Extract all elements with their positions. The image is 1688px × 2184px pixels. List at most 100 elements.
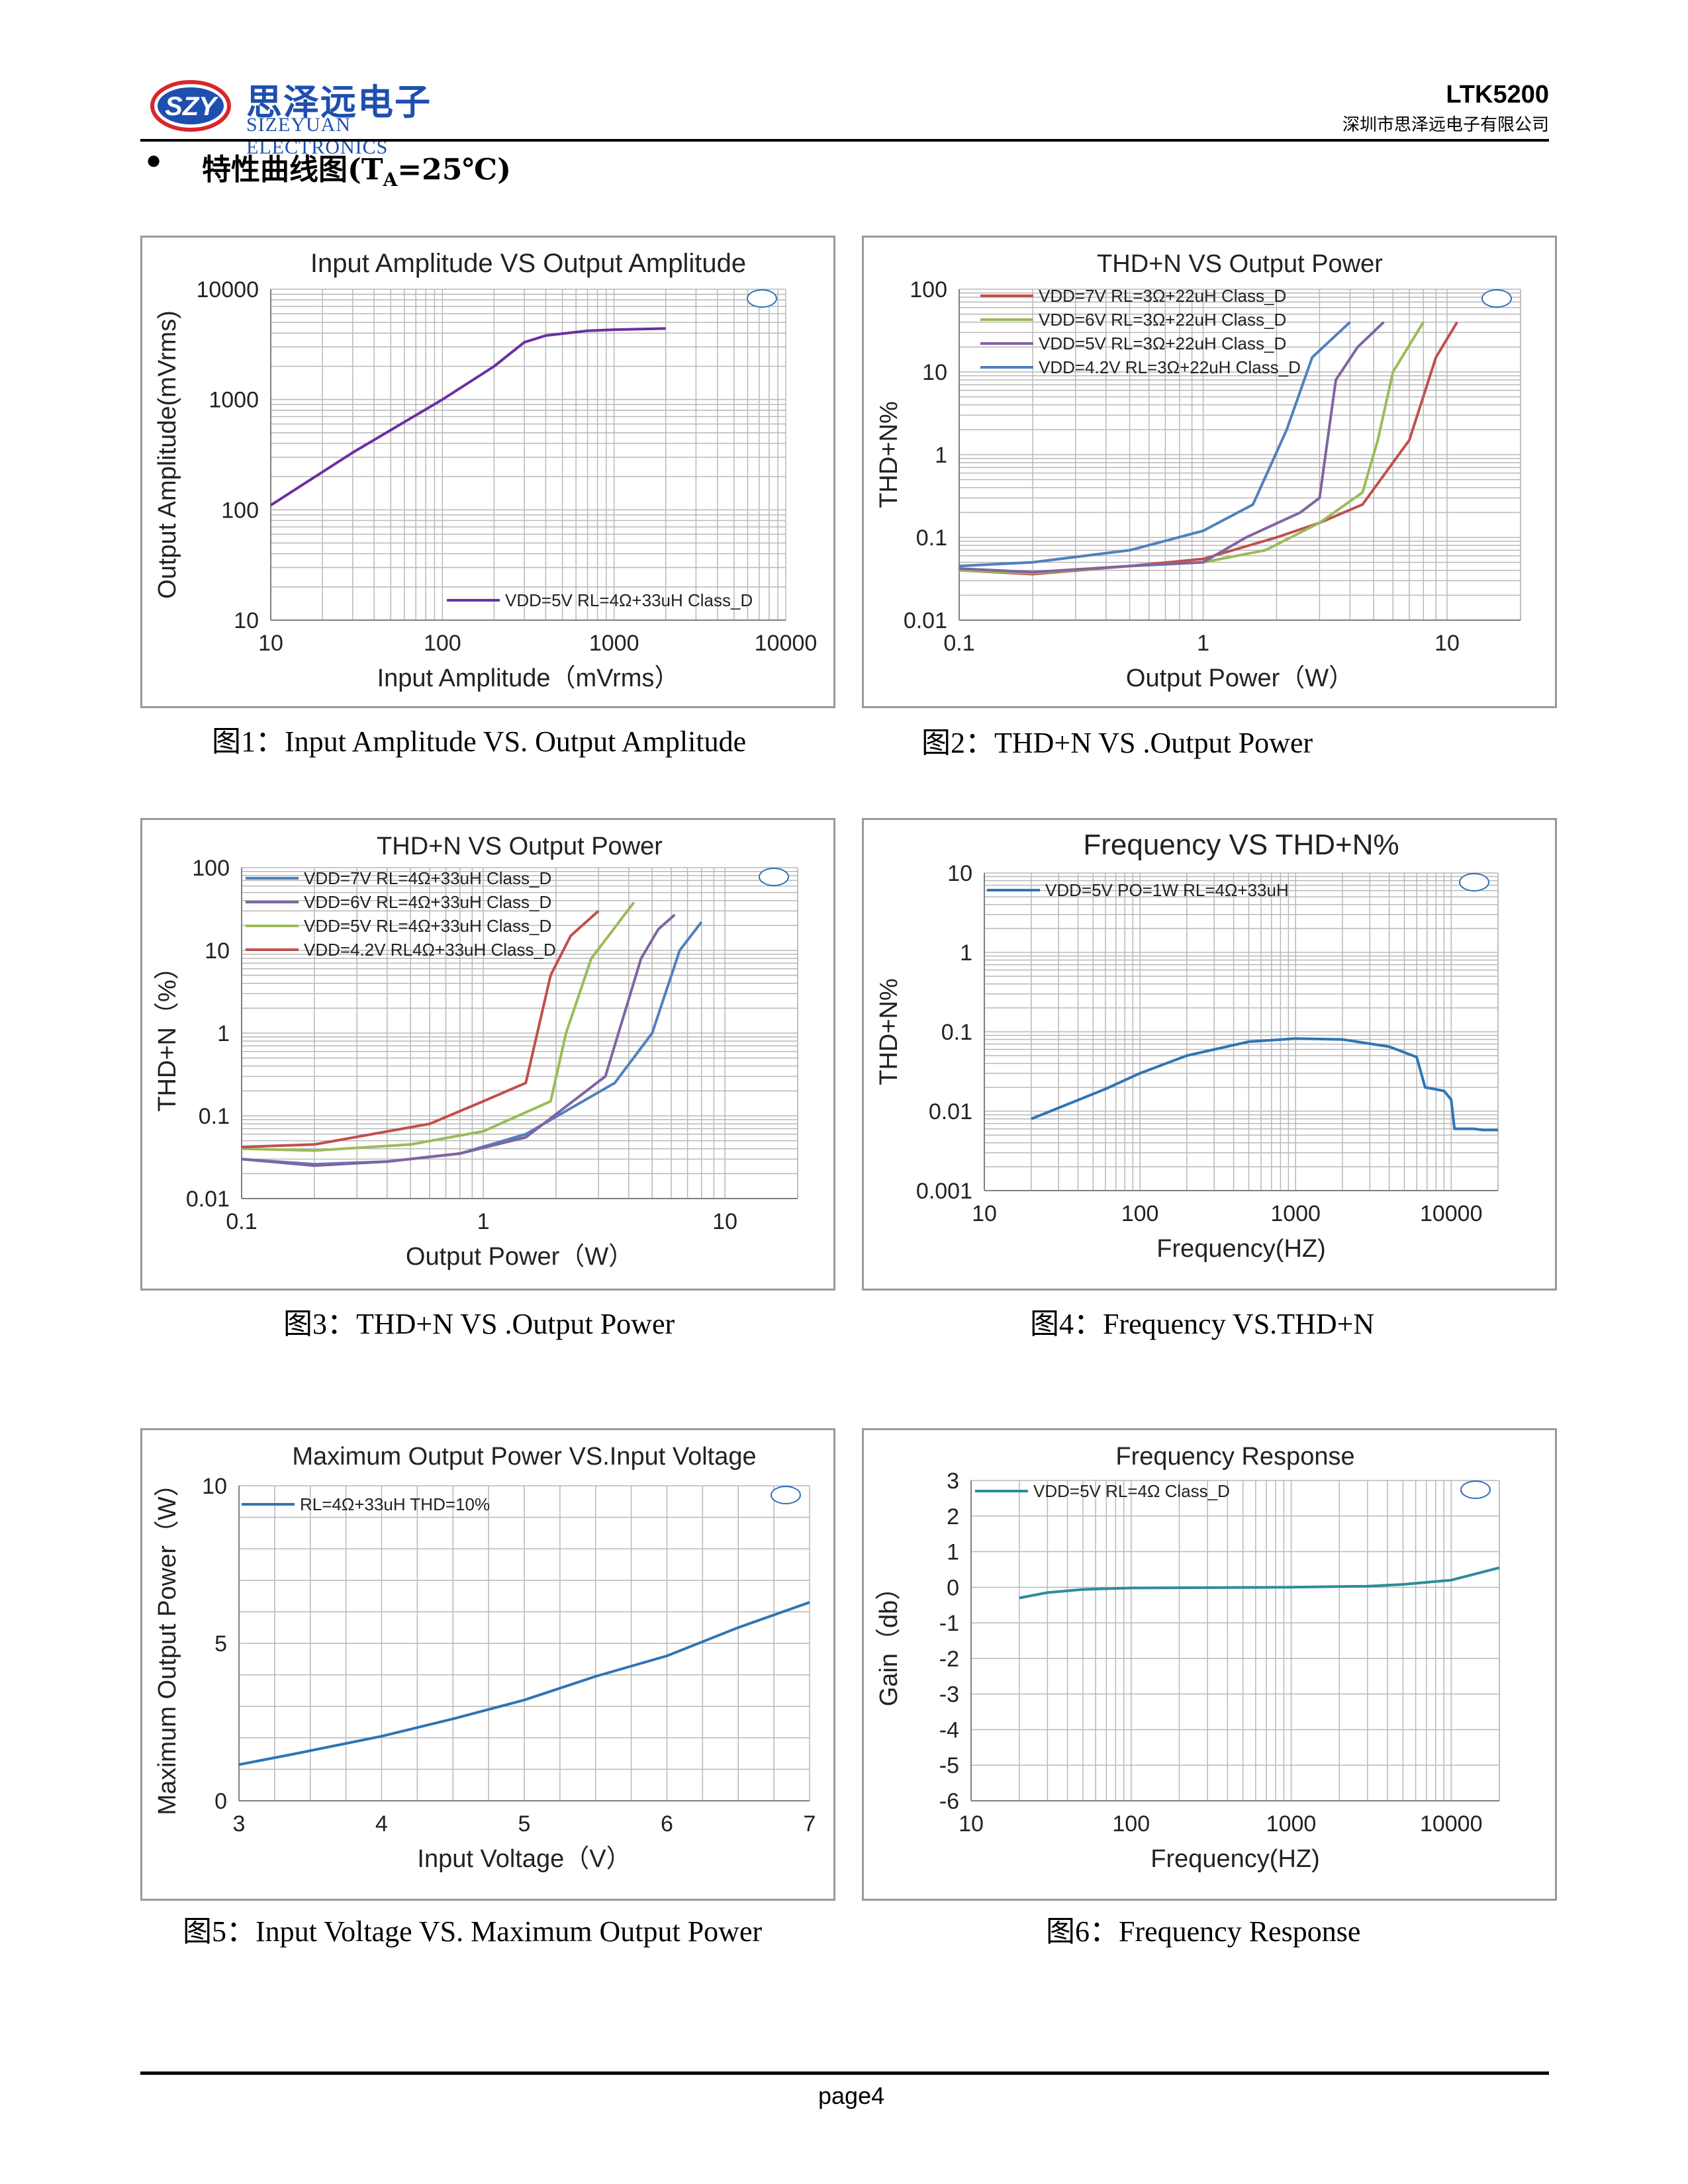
y-axis-label: Maximum Output Power（W） [154, 1471, 181, 1815]
y-tick-label: -3 [939, 1682, 959, 1707]
y-tick-label: 2 [947, 1504, 959, 1529]
bullet: ● [146, 145, 162, 175]
caption-figure-5: 图5：Input Voltage VS. Maximum Output Powe… [183, 1915, 763, 1948]
x-tick-label: 0.1 [226, 1209, 257, 1234]
x-axis-label: Input Amplitude（mVrms） [377, 664, 680, 692]
section-title-sub: A [383, 168, 398, 191]
x-axis-label: Frequency(HZ) [1156, 1235, 1326, 1263]
legend-entry: VDD=5V RL=3Ω+22uH Class_D [1039, 334, 1286, 353]
y-tick-label: 0.001 [916, 1179, 972, 1204]
y-tick-label: 0.01 [186, 1187, 230, 1212]
y-axis-label: THD+N% [875, 401, 903, 508]
grid [270, 289, 786, 621]
logo-mark-text: SZY [165, 92, 218, 121]
y-tick-label: 0.01 [904, 608, 947, 633]
y-axis-label: Gain（db） [875, 1575, 903, 1707]
x-tick-label: 10000 [1420, 1811, 1483, 1837]
x-tick-label: 1 [477, 1209, 490, 1234]
caption-figure-1: 图1：Input Amplitude VS. Output Amplitude [212, 725, 747, 758]
x-axis-label: Input Voltage（V） [417, 1845, 631, 1873]
series-line [241, 901, 635, 1152]
x-tick-label: 5 [518, 1811, 531, 1837]
x-tick-label: 10 [972, 1201, 997, 1226]
chart-6-frame: 10 100 1000 10000 -6 -5 -4 -3 -2 -1 0 1 2 3 Frequency … [862, 1428, 1557, 1901]
legend-entry: VDD=7V RL=3Ω+22uH Class_D [1039, 286, 1286, 306]
y-tick-label: 0.01 [929, 1099, 972, 1124]
caption-figure-6: 图6：Frequency Response [1046, 1915, 1361, 1948]
series-line [269, 327, 666, 507]
y-tick-label: -5 [939, 1753, 959, 1778]
grid [959, 289, 1521, 621]
y-tick-label: 5 [214, 1631, 227, 1657]
y-tick-label: 0.1 [916, 525, 947, 551]
y-tick-label: 3 [947, 1469, 959, 1494]
grid [238, 1485, 810, 1801]
x-tick-label: 100 [1121, 1201, 1159, 1226]
ap-badge-icon [759, 868, 789, 886]
footer-rule [140, 2071, 1549, 2075]
y-tick-label: 0.1 [199, 1104, 230, 1129]
chart-title: Frequency VS THD+N% [1083, 829, 1399, 861]
x-axis-label: Output Power（W） [1126, 664, 1354, 692]
legend-entry: VDD=5V RL=4Ω Class_D [1033, 1481, 1230, 1501]
y-tick-label: 10 [205, 938, 230, 964]
chart-input-vs-output-amplitude: 10 100 1000 10000 10 100 1000 10000 Input Amplit… [154, 249, 818, 692]
chart-3-frame: 0.1 1 10 0.01 0.1 1 10 100 THD+N VS Output Power… [140, 818, 835, 1291]
x-tick-label: 10 [1434, 631, 1460, 656]
y-tick-label: -2 [939, 1647, 959, 1672]
x-tick-label: 100 [1112, 1811, 1150, 1837]
x-tick-label: 10 [712, 1209, 737, 1234]
series-line [241, 909, 600, 1149]
series-line [959, 321, 1385, 574]
ap-badge-icon [1481, 289, 1512, 308]
x-tick-label: 0.1 [943, 631, 974, 656]
x-tick-label: 7 [804, 1811, 816, 1837]
x-tick-label: 100 [424, 631, 461, 656]
chart-title: Input Amplitude VS Output Amplitude [310, 249, 746, 278]
x-tick-label: 3 [233, 1811, 246, 1837]
y-tick-label: 1 [935, 443, 947, 468]
chart-max-power-vs-voltage: 3 4 5 6 7 0 5 10 Maximum Output Power VS.Input V… [154, 1443, 816, 1873]
caption-figure-4: 图4：Frequency VS.THD+N [1030, 1308, 1375, 1340]
legend-entry: VDD=6V RL=4Ω+33uH Class_D [304, 892, 551, 912]
y-tick-label: -1 [939, 1611, 959, 1636]
y-tick-label: 1 [217, 1021, 230, 1046]
x-axis-label: Output Power（W） [406, 1243, 633, 1271]
y-axis-label: Output Amplitude(mVrms) [154, 310, 181, 599]
series-line [959, 321, 1351, 568]
x-tick-label: 10000 [1420, 1201, 1483, 1226]
series-line [1019, 1566, 1500, 1600]
y-tick-label: 10 [234, 608, 259, 633]
y-tick-label: -6 [939, 1789, 959, 1814]
ap-badge-icon [747, 289, 777, 308]
ap-badge-icon [1460, 1480, 1491, 1499]
chart-title: THD+N VS Output Power [377, 833, 663, 860]
legend-entry: VDD=6V RL=3Ω+22uH Class_D [1039, 310, 1286, 330]
legend-entry: VDD=5V PO=1W RL=4Ω+33uH [1045, 880, 1289, 900]
x-tick-label: 1000 [589, 631, 639, 656]
section-title-end: =25℃) [397, 153, 511, 187]
x-tick-label: 10000 [755, 631, 818, 656]
section-title-main: 特性曲线图(T [202, 153, 383, 187]
company-logo: SZY 思泽远电子 SIZEYUAN ELECTRONICS [150, 73, 454, 158]
x-tick-label: 1000 [1270, 1201, 1321, 1226]
y-tick-label: 10000 [196, 277, 259, 302]
series-line [238, 1601, 810, 1766]
logo-cn: 思泽远电子 [246, 81, 432, 123]
y-tick-label: 100 [221, 498, 259, 523]
legend-entry: VDD=4.2V RL=3Ω+22uH Class_D [1039, 357, 1301, 377]
y-tick-label: -4 [939, 1717, 959, 1743]
chart-frequency-response: 10 100 1000 10000 -6 -5 -4 -3 -2 -1 0 1 2 3 Frequency … [875, 1443, 1500, 1873]
x-tick-label: 6 [661, 1811, 673, 1837]
x-tick-label: 4 [375, 1811, 388, 1837]
y-tick-label: 10 [922, 360, 947, 385]
legend-entry: VDD=4.2V RL4Ω+33uH Class_D [304, 940, 556, 960]
model-number: LTK5200 [1446, 81, 1549, 109]
y-tick-label: 10 [202, 1474, 227, 1499]
chart-title: Frequency Response [1115, 1443, 1354, 1471]
section-title: 特性曲线图(TA=25℃) [202, 146, 511, 191]
caption-figure-3: 图3：THD+N VS .Output Power [283, 1308, 675, 1340]
company-name: 深圳市思泽远电子有限公司 [1342, 115, 1549, 135]
